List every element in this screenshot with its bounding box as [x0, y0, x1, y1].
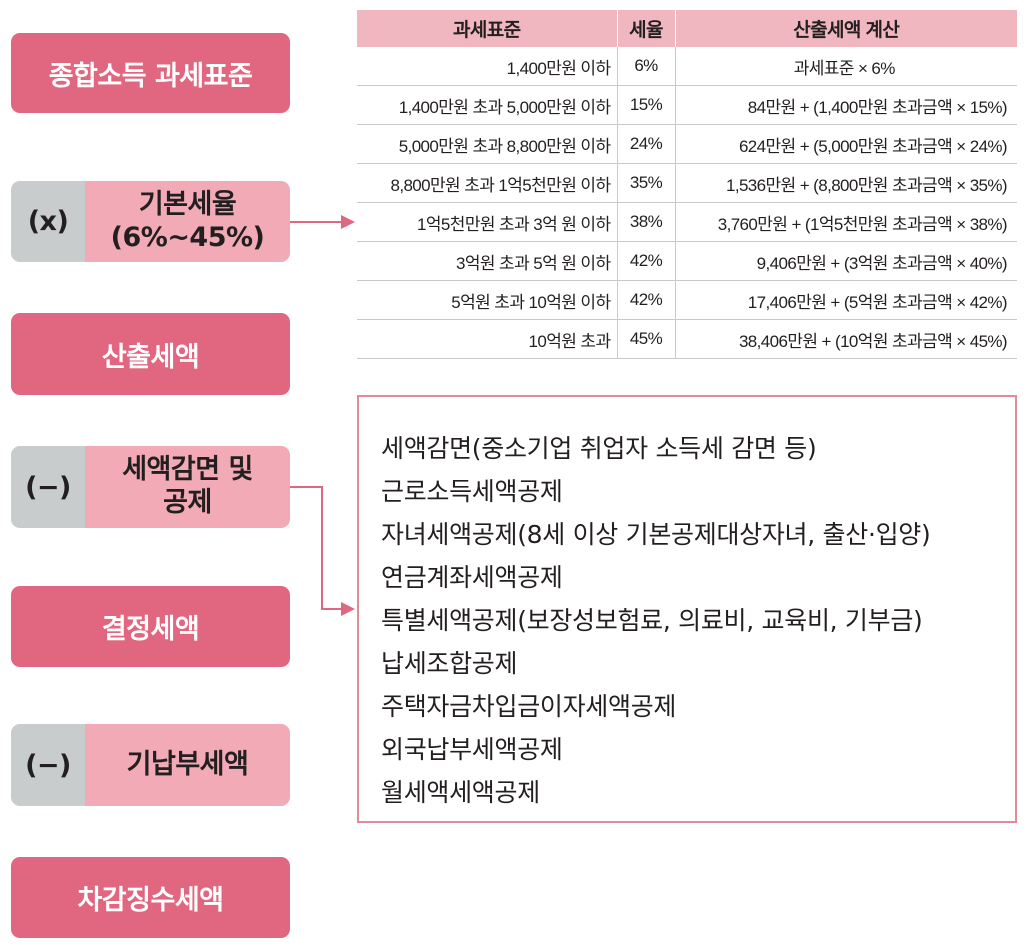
- list-item: 외국납부세액공제: [381, 735, 563, 764]
- taxable-base-box: 종합소득 과세표준: [11, 33, 290, 113]
- deduction-label: 세액감면 및 공제: [85, 446, 290, 528]
- list-item: 세액감면(중소기업 취업자 소득세 감면 등): [381, 434, 817, 463]
- calc-cell: 과세표준 × 6%: [675, 47, 1017, 86]
- calc-cell: 38,406만원 + (10억원 초과금액 × 45%): [675, 319, 1017, 359]
- list-item: 연금계좌세액공제: [381, 563, 563, 592]
- basic-rate-box: (x) 기본세율 (6%∼45%): [11, 181, 290, 262]
- list-item: 납세조합공제: [381, 649, 518, 678]
- deduction-box: (−) 세액감면 및 공제: [11, 446, 290, 528]
- list-item: 월세액세액공제: [381, 778, 540, 807]
- rate-cell: 38%: [617, 202, 676, 242]
- calculated-tax-box: 산출세액: [11, 313, 290, 395]
- rate-cell: 45%: [617, 319, 676, 359]
- rate-cell: 24%: [617, 124, 676, 164]
- deduction-line1: 세액감면 및: [122, 454, 253, 486]
- table-row: 10억원 초과 45% 38,406만원 + (10억원 초과금액 × 45%): [357, 319, 1017, 359]
- rate-cell: 42%: [617, 280, 676, 320]
- header-rate: 세율: [617, 10, 676, 47]
- minus-sign: (−): [11, 724, 85, 806]
- tax-rate-table: 과세표준 세율 산출세액 계산 1,400만원 이하 6% 과세표준 × 6% …: [357, 10, 1017, 359]
- calc-cell: 17,406만원 + (5억원 초과금액 × 42%): [675, 280, 1017, 320]
- bracket-cell: 1억5천만원 초과 3억 원 이하: [357, 202, 618, 242]
- calc-cell: 9,406만원 + (3억원 초과금액 × 40%): [675, 241, 1017, 281]
- calc-cell: 3,760만원 + (1억5천만원 초과금액 × 38%): [675, 202, 1017, 242]
- multiply-sign: (x): [11, 181, 85, 262]
- calc-cell: 624만원 + (5,000만원 초과금액 × 24%): [675, 124, 1017, 164]
- prepaid-tax-box: (−) 기납부세액: [11, 724, 290, 806]
- bracket-cell: 3억원 초과 5억 원 이하: [357, 241, 618, 281]
- rate-cell: 6%: [617, 47, 676, 86]
- bracket-cell: 5,000만원 초과 8,800만원 이하: [357, 124, 618, 164]
- list-item: 특별세액공제(보장성보험료, 의료비, 교육비, 기부금): [381, 606, 923, 635]
- deduction-line2: 공제: [163, 487, 212, 518]
- bracket-cell: 1,400만원 초과 5,000만원 이하: [357, 85, 618, 125]
- basic-rate-line2: (6%∼45%): [110, 221, 265, 253]
- table-row: 5,000만원 초과 8,800만원 이하 24% 624만원 + (5,000…: [357, 124, 1017, 164]
- table-row: 3억원 초과 5억 원 이하 42% 9,406만원 + (3억원 초과금액 ×…: [357, 241, 1017, 281]
- list-item: 자녀세액공제(8세 이상 기본공제대상자녀, 출산·입양): [381, 520, 931, 549]
- list-item: 주택자금차입금이자세액공제: [381, 692, 677, 721]
- prepaid-tax-label: 기납부세액: [85, 724, 290, 806]
- basic-rate-label: 기본세율 (6%∼45%): [85, 181, 290, 262]
- table-row: 1,400만원 이하 6% 과세표준 × 6%: [357, 47, 1017, 86]
- calc-cell: 84만원 + (1,400만원 초과금액 × 15%): [675, 85, 1017, 125]
- determined-tax-box: 결정세액: [11, 586, 290, 667]
- rate-cell: 42%: [617, 241, 676, 281]
- rate-cell: 35%: [617, 163, 676, 203]
- bracket-cell: 10억원 초과: [357, 319, 618, 359]
- table-row: 8,800만원 초과 1억5천만원 이하 35% 1,536만원 + (8,80…: [357, 163, 1017, 203]
- calc-cell: 1,536만원 + (8,800만원 초과금액 × 35%): [675, 163, 1017, 203]
- header-calculation: 산출세액 계산: [675, 10, 1017, 47]
- minus-sign: (−): [11, 446, 85, 528]
- credit-arrow-head: [341, 602, 355, 616]
- final-tax-box: 차감징수세액: [11, 857, 290, 938]
- credit-arrow-line: [290, 486, 341, 610]
- table-header-row: 과세표준 세율 산출세액 계산: [357, 10, 1017, 47]
- bracket-cell: 1,400만원 이하: [357, 47, 618, 86]
- bracket-cell: 5억원 초과 10억원 이하: [357, 280, 618, 320]
- header-taxable-base: 과세표준: [357, 10, 618, 47]
- list-item: 근로소득세액공제: [381, 477, 563, 506]
- basic-rate-line1: 기본세율: [138, 188, 237, 220]
- rate-arrow-head: [341, 215, 355, 229]
- table-row: 1억5천만원 초과 3억 원 이하 38% 3,760만원 + (1억5천만원 …: [357, 202, 1017, 242]
- table-row: 5억원 초과 10억원 이하 42% 17,406만원 + (5억원 초과금액 …: [357, 280, 1017, 320]
- rate-cell: 15%: [617, 85, 676, 125]
- tax-credit-list: 세액감면(중소기업 취업자 소득세 감면 등) 근로소득세액공제 자녀세액공제(…: [357, 395, 1017, 823]
- bracket-cell: 8,800만원 초과 1억5천만원 이하: [357, 163, 618, 203]
- table-row: 1,400만원 초과 5,000만원 이하 15% 84만원 + (1,400만…: [357, 85, 1017, 125]
